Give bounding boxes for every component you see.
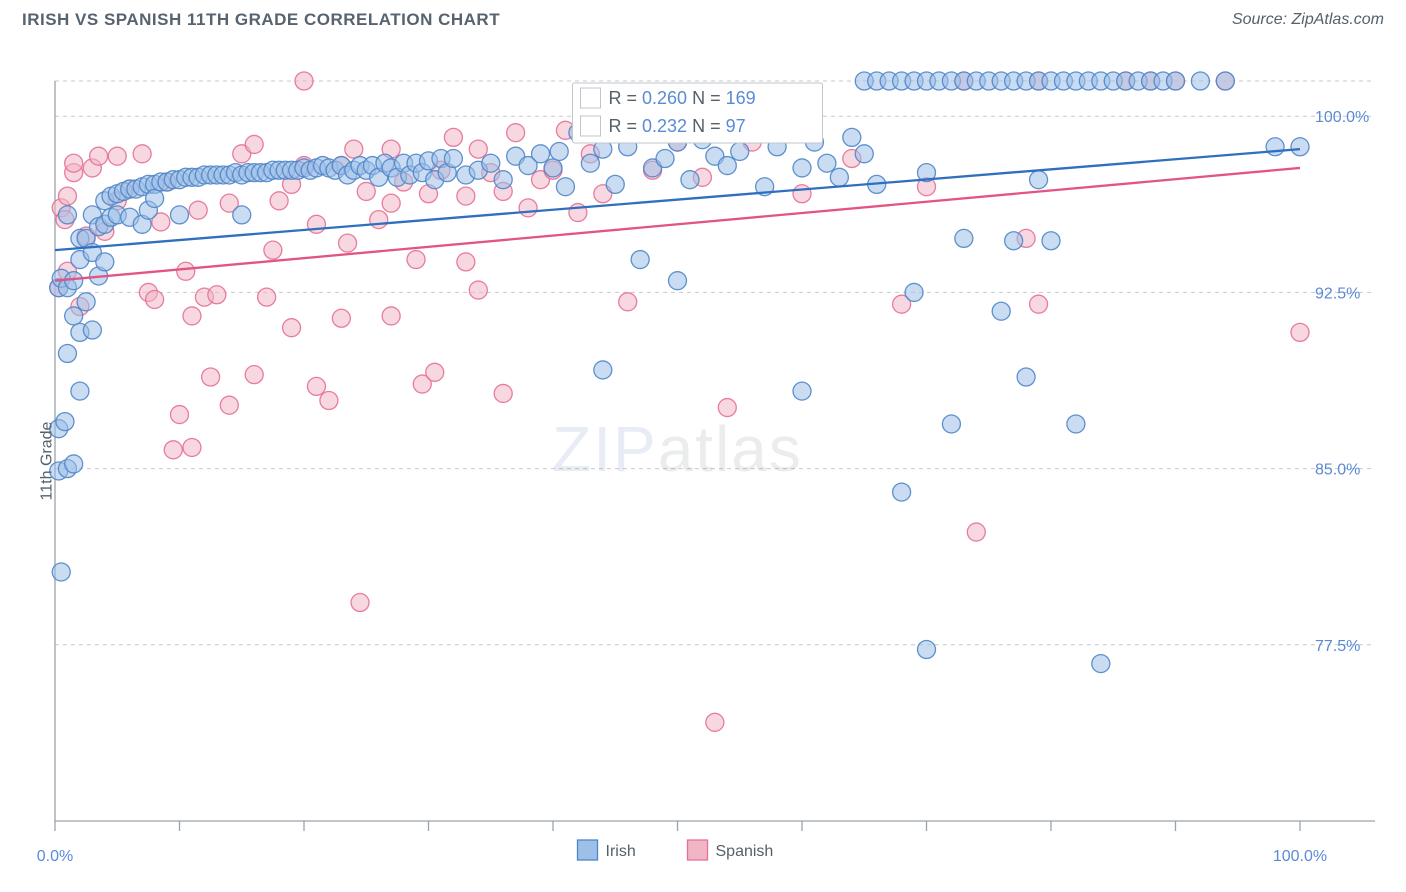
legend-item-label: Spanish [716, 843, 774, 860]
source-attribution: Source: ZipAtlas.com [1232, 11, 1384, 29]
y-tick-label: 92.5% [1315, 285, 1360, 302]
y-tick-label: 100.0% [1315, 109, 1369, 126]
chart-container: 11th Grade 0.0% 100.0% 77.5% 85.0% 92.5% 100.… [0, 36, 1406, 886]
x-tick-label: 100.0% [1273, 848, 1327, 865]
scatter-chart: 0.0% 100.0% 77.5% 85.0% 92.5% 100.0% ZIPatlas R… [0, 36, 1406, 886]
y-tick-label: 85.0% [1315, 462, 1360, 479]
svg-text:R = 0.260 N = 169: R = 0.260 N = 169 [609, 88, 756, 108]
legend-item-label: Irish [606, 843, 636, 860]
chart-title: IRISH VS SPANISH 11TH GRADE CORRELATION … [22, 10, 500, 30]
correlation-stats-box: R = 0.260 N = 169 R = 0.232 N = 97 [573, 83, 823, 143]
legend: Irish Spanish [578, 840, 774, 860]
y-axis-label: 11th Grade [38, 422, 56, 501]
x-tick-label: 0.0% [37, 848, 73, 865]
watermark: ZIPatlas [552, 413, 803, 485]
svg-text:R = 0.232 N = 97: R = 0.232 N = 97 [609, 116, 746, 136]
y-tick-label: 77.5% [1315, 638, 1360, 655]
